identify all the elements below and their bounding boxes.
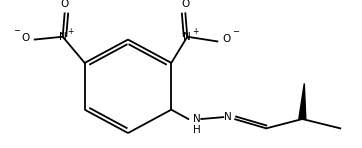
- Text: O: O: [181, 0, 189, 9]
- Text: +: +: [192, 27, 198, 36]
- Polygon shape: [299, 83, 306, 119]
- Text: N: N: [59, 32, 67, 42]
- Text: O: O: [60, 0, 69, 9]
- Text: N: N: [193, 114, 201, 124]
- Text: N: N: [184, 32, 191, 42]
- Text: −: −: [13, 26, 20, 35]
- Text: N: N: [224, 112, 232, 122]
- Text: O: O: [222, 34, 231, 44]
- Text: +: +: [67, 27, 74, 36]
- Text: H: H: [193, 125, 201, 135]
- Text: −: −: [232, 27, 239, 36]
- Text: O: O: [22, 33, 30, 43]
